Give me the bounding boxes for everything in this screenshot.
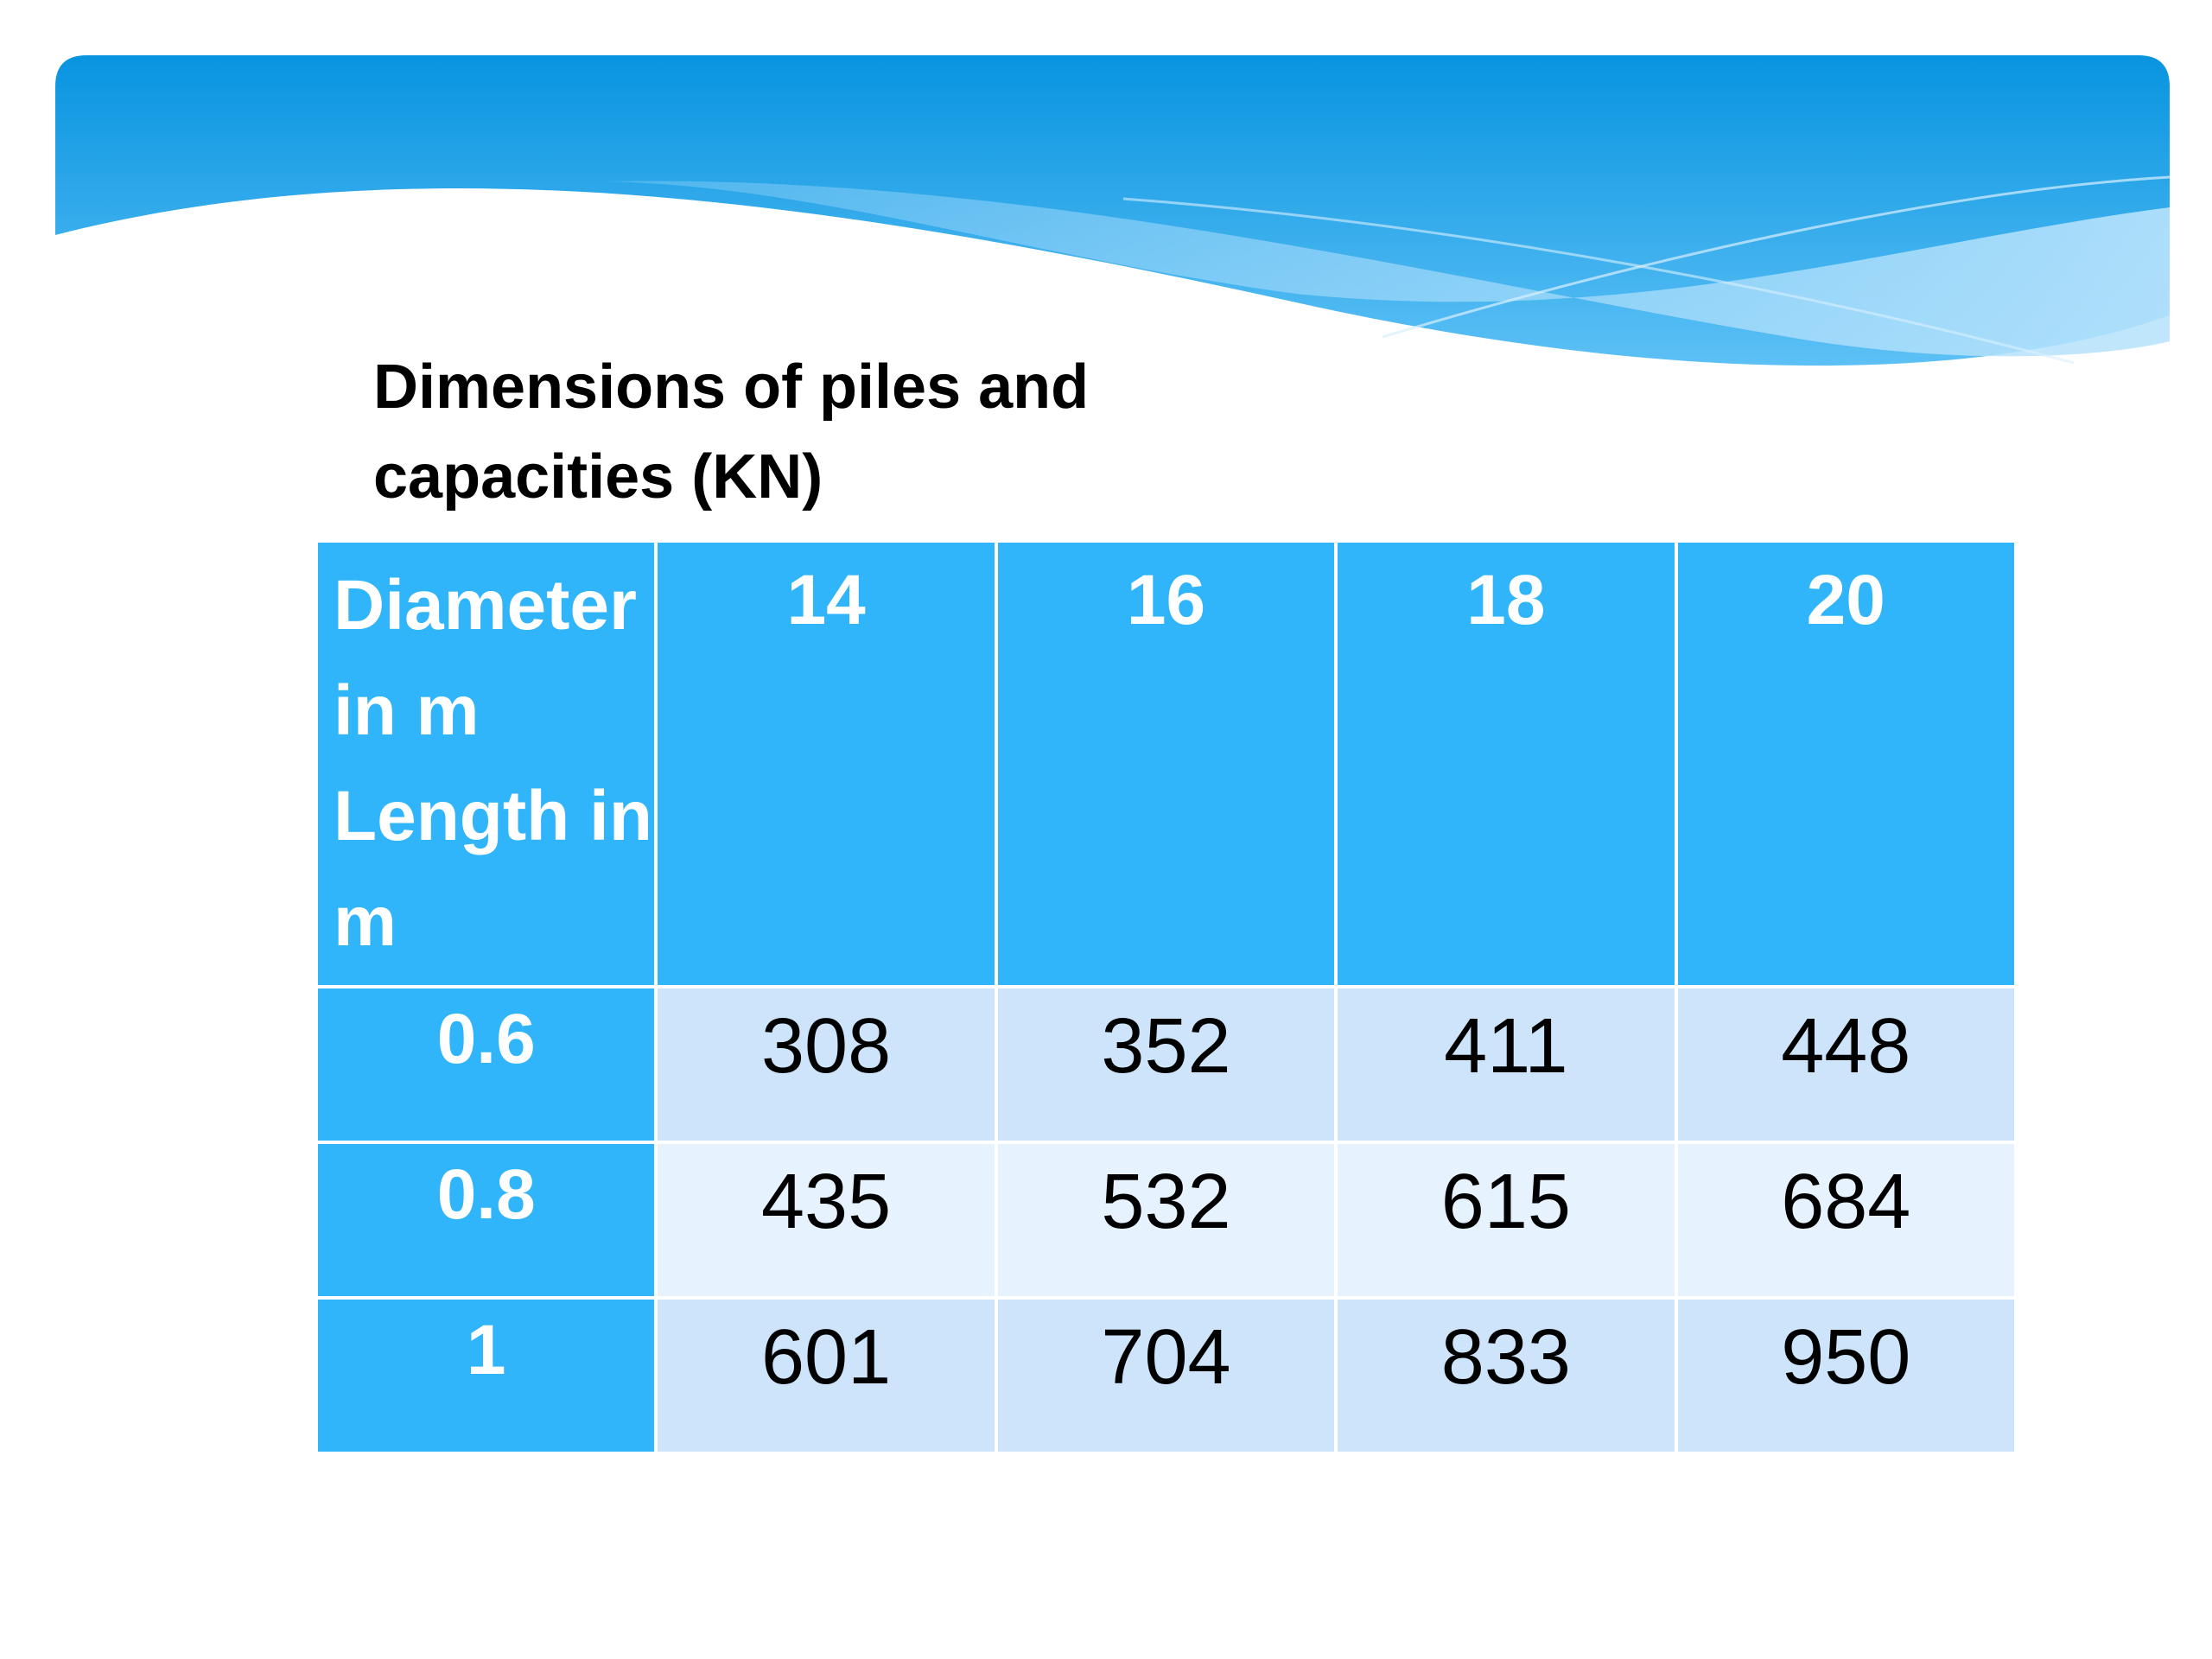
capacity-cell: 684 [1674,1141,2018,1300]
corner-label: Diameter in m [334,566,637,750]
table-row: 1 601 704 833 950 [314,1296,2018,1455]
capacity-cell: 704 [994,1296,1338,1455]
capacity-cell: 950 [1674,1296,2018,1455]
corner-label: Length in m [334,777,652,961]
table-row: 0.6 308 352 411 448 [314,985,2018,1144]
column-header: 14 [654,539,998,988]
table-row: 0.8 435 532 615 684 [314,1141,2018,1300]
capacity-cell: 833 [1334,1296,1678,1455]
capacity-cell: 352 [994,985,1338,1144]
column-header: 18 [1334,539,1678,988]
header-row: Diameter in m Length in m 14 16 18 20 [314,539,2018,988]
capacity-cell: 532 [994,1141,1338,1300]
slide-title: Dimensions of piles and capacities (KN) [373,353,1090,512]
capacity-table: Diameter in m Length in m 14 16 18 20 0.… [314,539,2018,1455]
table-body: 0.6 308 352 411 448 0.8 435 532 615 684 1 601 704 833… [314,985,2018,1455]
corner-cell: Diameter in m Length in m [314,539,658,988]
row-header: 0.6 [314,985,658,1144]
column-header: 16 [994,539,1338,988]
capacity-cell: 435 [654,1141,998,1300]
capacity-cell: 308 [654,985,998,1144]
row-header: 0.8 [314,1141,658,1300]
capacity-cell: 411 [1334,985,1678,1144]
header-banner [55,55,2171,366]
capacity-cell: 615 [1334,1141,1678,1300]
capacity-cell: 601 [654,1296,998,1455]
row-header: 1 [314,1296,658,1455]
column-header: 20 [1674,539,2018,988]
capacity-cell: 448 [1674,985,2018,1144]
